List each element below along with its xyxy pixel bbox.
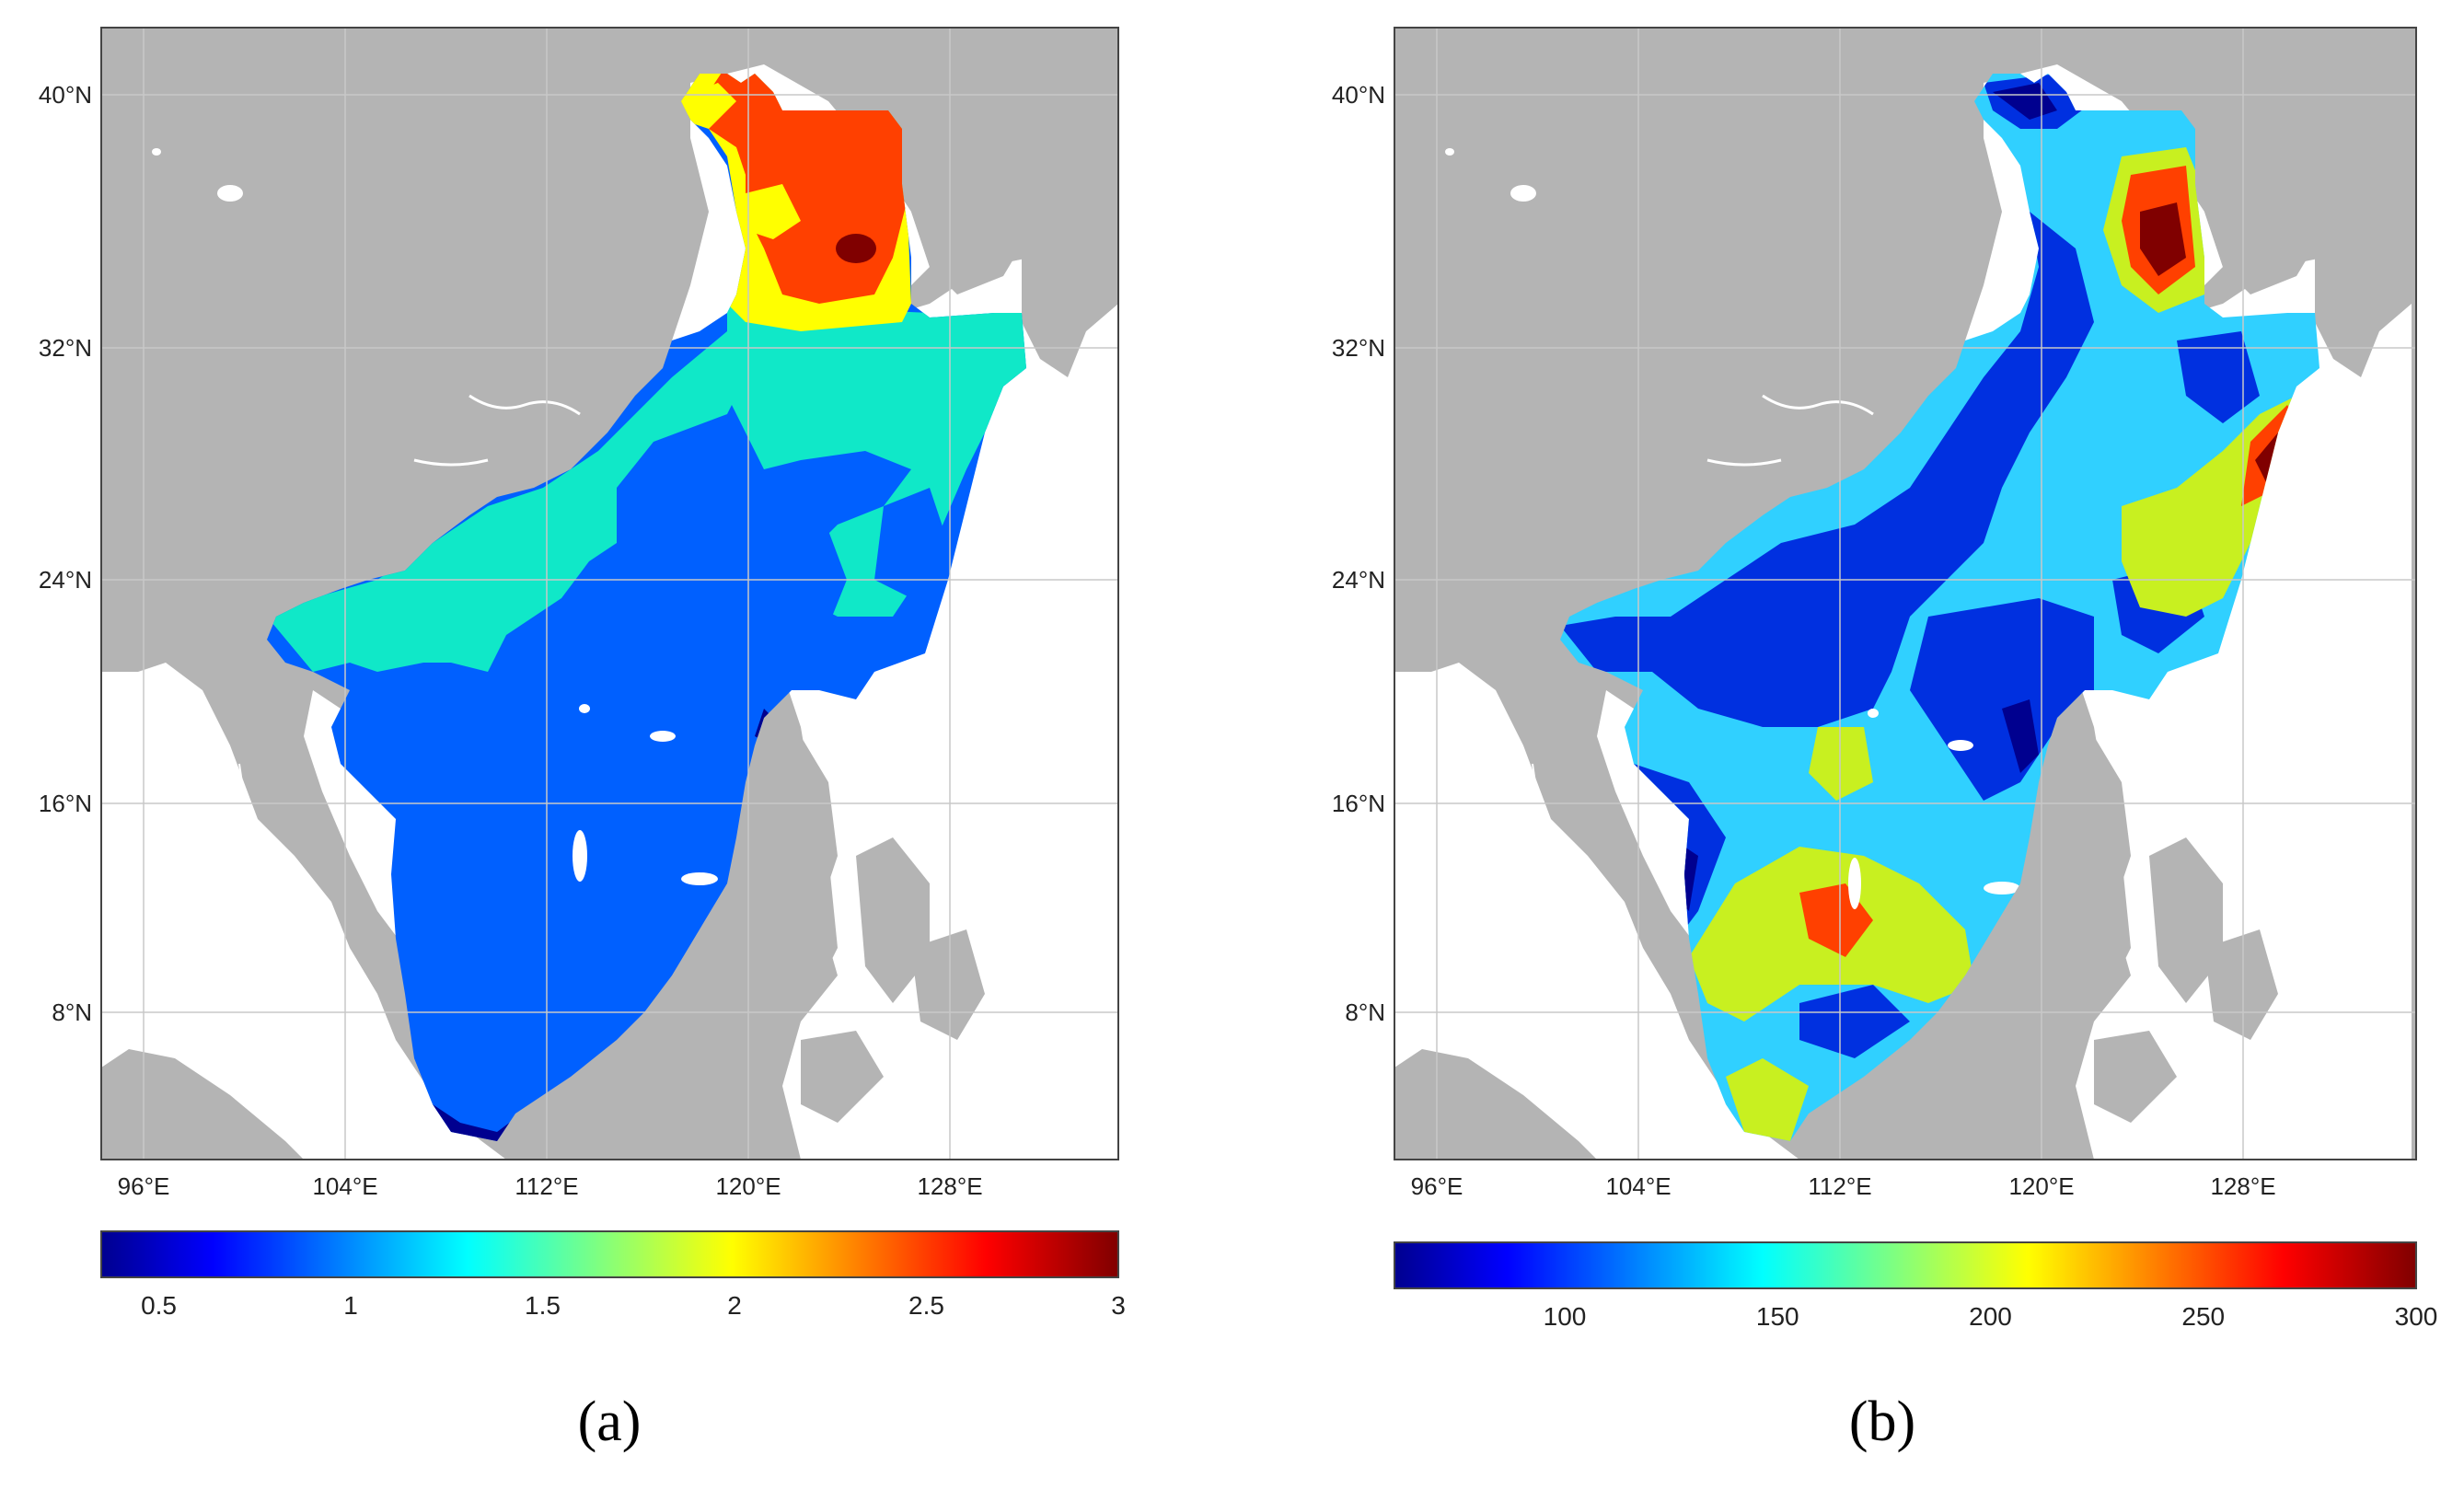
- colorbar-tick-label: 300: [2395, 1302, 2438, 1331]
- colorbar-b: [1394, 1241, 2417, 1289]
- colorbar-tick-label: 150: [1756, 1302, 1799, 1331]
- panel-label-b: (b): [1849, 1391, 1915, 1453]
- lat-label: 8°N: [1345, 998, 1385, 1026]
- panel-label-a: (a): [578, 1391, 642, 1453]
- colorbar-ticks-b: 100 150 200 250 300: [1544, 1302, 2438, 1331]
- lat-label: 40°N: [39, 81, 92, 109]
- colorbar-a: [100, 1230, 1119, 1278]
- lon-label: 96°E: [1411, 1172, 1463, 1200]
- colorbar-tick-label: 1: [343, 1291, 358, 1320]
- map-frame-b: [1394, 27, 2417, 1160]
- lat-label: 40°N: [1332, 81, 1385, 109]
- lat-label: 32°N: [1332, 334, 1385, 362]
- colorbar-tick-label: 250: [2181, 1302, 2225, 1331]
- lat-label: 8°N: [52, 998, 92, 1026]
- lon-label: 104°E: [1605, 1172, 1671, 1200]
- colorbar-ticks-a: 0.5 1 1.5 2 2.5 3: [141, 1291, 1126, 1320]
- lon-label: 120°E: [715, 1172, 781, 1200]
- lat-label: 32°N: [39, 334, 92, 362]
- lon-label: 96°E: [118, 1172, 170, 1200]
- lon-label: 112°E: [1808, 1172, 1871, 1200]
- lon-label: 112°E: [515, 1172, 578, 1200]
- panel-b: 40°N 32°N 24°N 16°N 8°N 96°E 104°E 112°E…: [1332, 27, 2438, 1453]
- lon-label: 128°E: [2210, 1172, 2275, 1200]
- colorbar-tick-label: 2: [727, 1291, 742, 1320]
- map-a: [101, 28, 1118, 1160]
- lon-label: 104°E: [312, 1172, 377, 1200]
- graticule-a: [101, 28, 1118, 1160]
- colorbar-tick-label: 100: [1544, 1302, 1587, 1331]
- map-frame-a: [100, 27, 1119, 1160]
- map-b: [1394, 28, 2416, 1160]
- lat-label: 24°N: [1332, 566, 1385, 594]
- panel-a: 40°N 32°N 24°N 16°N 8°N 96°E 104°E 112°E…: [39, 27, 1126, 1453]
- colorbar-tick-label: 3: [1111, 1291, 1126, 1320]
- colorbar-tick-label: 200: [1969, 1302, 2012, 1331]
- lat-label: 16°N: [39, 790, 92, 817]
- lat-label: 16°N: [1332, 790, 1385, 817]
- graticule-b: [1394, 28, 2416, 1160]
- colorbar-tick-label: 0.5: [141, 1291, 177, 1320]
- lat-label: 24°N: [39, 566, 92, 594]
- colorbar-tick-label: 2.5: [908, 1291, 944, 1320]
- colorbar-tick-label: 1.5: [525, 1291, 561, 1320]
- lon-label: 128°E: [917, 1172, 982, 1200]
- lon-label: 120°E: [2008, 1172, 2074, 1200]
